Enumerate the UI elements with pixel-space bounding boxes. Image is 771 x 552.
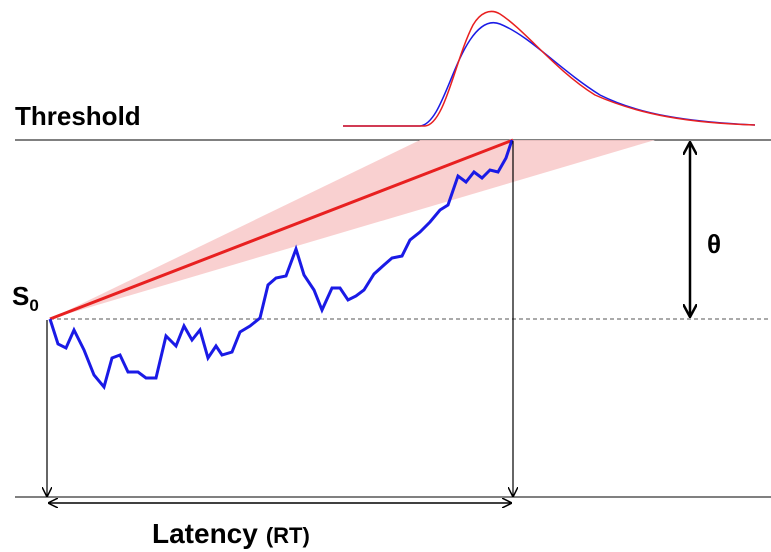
start-label: S0 [12, 281, 39, 315]
mean-rise [49, 138, 514, 321]
start-label-main: S [12, 281, 29, 311]
random-walk [48, 139, 514, 391]
latency-unit: (RT) [266, 523, 310, 548]
rate-spread [50, 140, 655, 319]
red-distribution [343, 10, 756, 127]
blue-distribution [343, 21, 756, 127]
threshold-label: Threshold [15, 101, 141, 131]
latency-label: Latency (RT) [152, 518, 310, 549]
start-label-subscript: 0 [29, 296, 38, 315]
theta-label: θ [707, 229, 721, 259]
latency-text: Latency [152, 518, 258, 549]
